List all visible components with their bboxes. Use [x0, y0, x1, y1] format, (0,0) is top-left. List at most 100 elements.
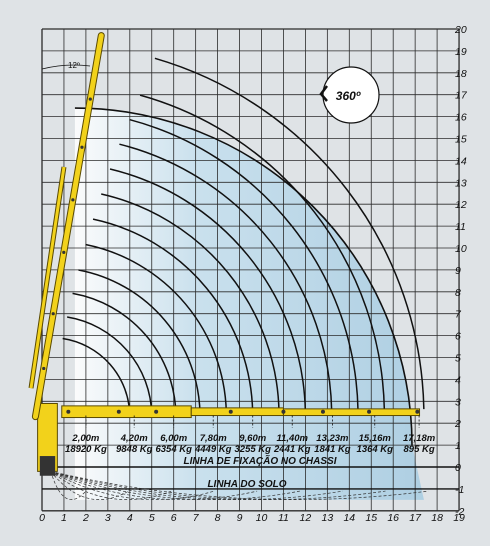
boom-joint [42, 366, 46, 371]
rotation-indicator: 360º [319, 66, 380, 124]
reach-guide-dashed [50, 471, 215, 500]
x-tick-label: 7 [193, 512, 200, 524]
reach-guide-dashed [50, 471, 429, 500]
capacity-reach-label: 13,23m [316, 433, 349, 444]
capacity-reach-label: 4,20m [120, 433, 148, 444]
capacity-load-label: 2441 Kg [273, 444, 311, 455]
capacity-arc [72, 292, 177, 415]
reach-guide-dashed [50, 471, 172, 500]
x-tick-label: 5 [149, 512, 155, 524]
angle-label: 12º [68, 61, 80, 70]
y-tick-label: 20 [454, 24, 467, 36]
boom-joint [228, 409, 233, 414]
reach-guide-dashed [50, 471, 300, 500]
y-tick-label: 1 [455, 440, 461, 452]
boom-joint [415, 409, 420, 414]
capacity-reach-label: 2,00m [71, 433, 99, 444]
boom-joint [71, 198, 75, 202]
rotation-arrow-icon [319, 85, 328, 102]
capacity-load-label: 1364 Kg [357, 444, 394, 455]
boom-joint [51, 312, 55, 316]
x-tick-label: 15 [365, 512, 377, 524]
y-tick-label: 11 [455, 221, 466, 233]
x-axis-ticks: 0 1 2 3 4 5 6 7 8 9 10 11 12 13 14 15 16 17 18 19 [39, 512, 465, 524]
boom-joint [88, 97, 92, 101]
boom-joint [66, 409, 71, 414]
angle-arc [41, 64, 91, 70]
boom-section [190, 407, 284, 417]
crane-base [39, 456, 56, 476]
x-tick-label: 6 [171, 512, 177, 524]
capacity-reach-label: 9,60m [239, 433, 266, 444]
x-tick-label: 4 [127, 512, 133, 524]
boom-joint [62, 250, 66, 254]
x-tick-label: 14 [343, 512, 355, 524]
y-tick-label: 5 [455, 353, 461, 365]
capacity-load-label: 3255 Kg [235, 444, 272, 455]
capacity-arc [101, 193, 280, 413]
capacity-arc [78, 269, 201, 414]
capacity-arc [92, 218, 254, 413]
x-tick-label: 16 [387, 512, 399, 524]
capacity-reach-label: 6,00m [160, 433, 187, 444]
y-tick-label: 6 [455, 331, 461, 343]
rotation-label: 360º [336, 89, 361, 103]
capacity-arc [129, 118, 359, 411]
capacity-load-label: 895 Kg [404, 444, 435, 455]
x-tick-label: 11 [278, 512, 289, 524]
boom-joint [80, 145, 84, 149]
y-tick-label: 12 [455, 199, 467, 211]
y-tick-label: 15 [455, 134, 467, 146]
reference-lines [42, 466, 460, 500]
boom-joint [116, 409, 121, 414]
capacity-arc [139, 94, 386, 410]
boom-joint [154, 409, 159, 414]
capacity-reach-label: 17,18m [403, 433, 436, 444]
reach-guide-dashed [50, 471, 129, 500]
x-tick-label: 17 [409, 512, 422, 524]
boom-raised [28, 32, 105, 421]
x-tick-label: 10 [256, 512, 268, 524]
y-tick-label: 16 [455, 112, 467, 124]
x-tick-label: 8 [215, 512, 221, 524]
capacity-load-label: 1841 Kg [314, 444, 351, 455]
capacity-arc [154, 57, 425, 410]
x-tick-label: 13 [322, 512, 334, 524]
reach-guide-dashed [50, 471, 258, 500]
boom-joint [281, 409, 286, 414]
capacity-reach-label: 15,16m [359, 433, 392, 444]
x-tick-label: 18 [431, 512, 443, 524]
x-tick-label: 2 [82, 512, 89, 524]
ground-line-label: LINHA DO SOLO [207, 479, 286, 490]
boom-section [282, 408, 421, 417]
y-tick-label: 9 [455, 265, 461, 277]
x-tick-label: 0 [39, 512, 45, 524]
y-tick-label: 4 [455, 374, 461, 386]
capacity-reach-label: 7,80m [200, 433, 227, 444]
capacity-load-label: 6354 Kg [155, 444, 192, 455]
capacity-arc [67, 316, 153, 415]
y-tick-label: 10 [455, 243, 467, 255]
x-tick-label: 9 [237, 512, 243, 524]
x-tick-label: 1 [61, 512, 67, 524]
y-tick-label: 3 [455, 396, 461, 408]
raised-boom-cylinder [29, 166, 66, 389]
reach-guide-dashed [50, 471, 87, 500]
capacity-reach-label: 11,40m [276, 433, 308, 444]
x-tick-label: 12 [300, 512, 312, 524]
capacity-arc [85, 243, 228, 414]
y-tick-label: -1 [455, 484, 464, 496]
y-tick-label: 14 [455, 155, 467, 167]
boom-section [61, 405, 192, 419]
chassis-line-label: LINHA DE FIXAÇÃO NO CHASSI [184, 454, 337, 467]
y-tick-label: 13 [455, 177, 467, 189]
envelope-arc [74, 107, 413, 446]
reach-guide-dashed [50, 471, 343, 500]
y-tick-label: 18 [455, 68, 467, 80]
y-tick-label: 2 [454, 418, 461, 430]
angle-indicator: 12º [41, 61, 91, 70]
capacity-arc [62, 337, 131, 416]
